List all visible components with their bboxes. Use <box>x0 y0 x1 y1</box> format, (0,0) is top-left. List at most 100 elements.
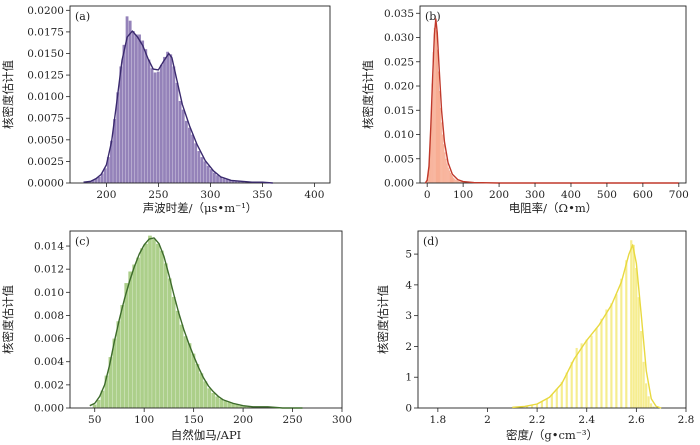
histogram-bar-d <box>580 343 583 408</box>
histogram-bar-c <box>124 283 129 408</box>
histogram-bar-a <box>106 157 110 183</box>
histogram-bar-d <box>647 396 650 408</box>
histogram-bar-d <box>645 383 648 408</box>
histogram-bar-c <box>187 343 192 408</box>
histogram-bar-a <box>237 181 241 183</box>
x-tick-label-b: 400 <box>561 189 581 201</box>
histogram-bar-b <box>453 177 455 183</box>
histogram-bar-d <box>652 406 655 408</box>
y-tick-label-c: 0.000 <box>34 403 64 415</box>
histogram-bar-b <box>432 52 434 183</box>
histogram-bar-b <box>431 83 433 183</box>
histogram-bar-b <box>446 163 448 183</box>
histogram-bars-c <box>92 235 275 408</box>
x-tick-label-b: 100 <box>453 189 473 201</box>
x-tick-label-d: 2.8 <box>678 414 695 426</box>
y-tick-label-d: 2 <box>405 341 412 353</box>
histogram-bar-b <box>461 182 463 183</box>
y-tick-label-c: 0.006 <box>34 333 64 345</box>
histogram-bar-a <box>159 64 163 183</box>
y-tick-label-c: 0.004 <box>34 356 64 368</box>
histogram-bar-c <box>108 357 113 408</box>
histogram-bar-a <box>147 59 151 183</box>
histogram-bar-d <box>595 327 598 408</box>
plot-frame-a <box>69 5 331 184</box>
x-tick-label-a: 300 <box>200 189 220 201</box>
histogram-bar-a <box>188 127 191 183</box>
x-axis-label-b: 电阻率/（Ω•m） <box>509 201 598 215</box>
histogram-bar-a <box>178 100 182 183</box>
x-tick-label-a: 350 <box>252 189 272 201</box>
histogram-bar-d <box>630 240 633 408</box>
histogram-bar-d <box>590 335 593 408</box>
histogram-bar-c <box>239 405 243 408</box>
panel-a: (a) 声波时差/（μs•m⁻¹） 核密度估计值 200 250 300 350 400… <box>1 5 331 215</box>
y-axis-label-b: 核密度估计值 <box>361 60 375 129</box>
panel-d: (d) 密度/（g•cm⁻³） 核密度估计值 1.8 2 2.2 2.4 2.6 2.8 0… <box>376 230 695 442</box>
x-tick-label-c: 150 <box>184 414 204 426</box>
histogram-bar-c <box>128 271 133 408</box>
y-tick-label-b: 0.005 <box>384 153 414 165</box>
histogram-bar-c <box>152 239 156 408</box>
histogram-bar-b <box>455 179 457 183</box>
histogram-bar-b <box>438 71 439 183</box>
histogram-bar-d <box>640 331 643 408</box>
histogram-bar-b <box>434 15 436 184</box>
panel-label-d: (d) <box>423 235 439 248</box>
histogram-bar-a <box>197 151 201 183</box>
histogram-bar-d <box>650 403 653 408</box>
x-tick-label-c: 200 <box>233 414 253 426</box>
histogram-bar-d <box>585 339 588 408</box>
histogram-bar-a <box>234 181 238 183</box>
plot-frame-c <box>69 230 343 409</box>
y-tick-label-b: 0.025 <box>384 56 414 68</box>
histogram-bar-d <box>530 405 534 408</box>
x-tick-label-d: 2.2 <box>529 414 546 426</box>
y-tick-label-d: 4 <box>405 279 412 291</box>
y-tick-label-c: 0.014 <box>34 241 64 253</box>
kde-line-b <box>424 18 679 184</box>
histogram-bar-b <box>433 27 435 183</box>
x-tick-label-b: 0 <box>424 189 431 201</box>
x-tick-label-d: 2.6 <box>628 414 645 426</box>
y-tick-label-a: 0.0000 <box>27 178 64 190</box>
histogram-bar-a <box>163 56 166 183</box>
x-axis-label-d: 密度/（g•cm⁻³） <box>506 428 598 442</box>
histogram-bar-a <box>213 172 216 183</box>
x-axis-label-c: 自然伽马/API <box>171 428 241 442</box>
histogram-bar-a <box>172 66 176 183</box>
histogram-bar-b <box>454 178 456 183</box>
kde-line-d <box>512 244 662 409</box>
histogram-bar-a <box>122 44 126 183</box>
histogram-bar-b <box>436 30 437 183</box>
x-tick-label-d: 2 <box>484 414 491 426</box>
histogram-bar-c <box>179 324 184 408</box>
histogram-bar-d <box>620 278 623 408</box>
histogram-bar-a <box>175 82 179 183</box>
histogram-bar-a <box>169 54 173 183</box>
y-tick-label-b: 0.020 <box>384 81 414 93</box>
plot-frame-d <box>417 230 687 409</box>
histogram-bar-c <box>116 321 121 408</box>
histogram-bar-c <box>148 235 152 408</box>
histogram-bar-d <box>605 309 608 408</box>
histogram-bar-b <box>451 174 452 183</box>
histogram-bar-a <box>209 169 213 183</box>
x-tick-label-c: 250 <box>283 414 303 426</box>
histogram-bar-b <box>462 182 464 183</box>
histogram-bar-d <box>570 361 573 408</box>
histogram-bar-c <box>195 364 200 408</box>
y-tick-label-b: 0.000 <box>384 178 414 190</box>
histogram-bar-b <box>460 181 462 183</box>
panel-b: (b) 电阻率/（Ω•m） 核密度估计值 0 100 200 300 400 500 600… <box>361 5 689 215</box>
histogram-bar-c <box>247 406 251 408</box>
histogram-bar-a <box>128 20 132 184</box>
histogram-bar-b <box>445 158 447 183</box>
x-tick-label-d: 1.8 <box>430 414 447 426</box>
kde-line-c <box>89 237 303 409</box>
histogram-bar-b <box>464 182 465 183</box>
histogram-bar-a <box>94 178 98 183</box>
histogram-bar-c <box>223 401 227 408</box>
histogram-bar-d <box>560 381 563 408</box>
